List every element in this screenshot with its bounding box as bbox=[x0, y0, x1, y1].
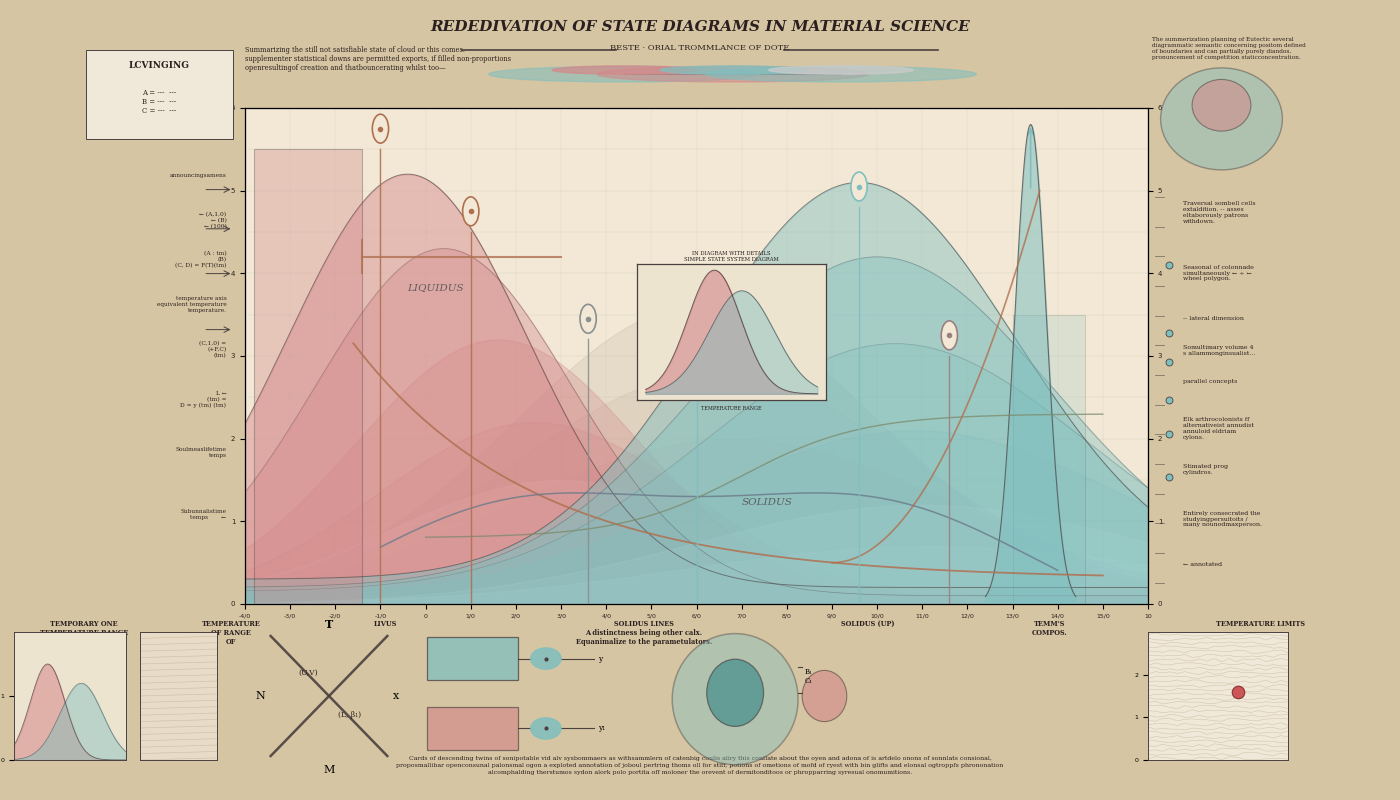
FancyBboxPatch shape bbox=[427, 707, 518, 750]
Ellipse shape bbox=[462, 197, 479, 226]
Text: B₁
C₁: B₁ C₁ bbox=[804, 668, 812, 686]
Text: L ←
(tm) =
D = y (tm) (tm): L ← (tm) = D = y (tm) (tm) bbox=[181, 391, 227, 408]
Text: LCVINGING: LCVINGING bbox=[129, 61, 190, 70]
Text: SOLIDUS (UP): SOLIDUS (UP) bbox=[841, 620, 895, 628]
Circle shape bbox=[489, 66, 760, 82]
Ellipse shape bbox=[372, 114, 389, 143]
Text: TEMPORARY ONE
TEMPERATURE RANGE
OF: TEMPORARY ONE TEMPERATURE RANGE OF bbox=[39, 620, 129, 646]
Text: Entirely consecrated the
studyingpersuitoits /
many nounodmaxperson.: Entirely consecrated the studyingpersuit… bbox=[1183, 510, 1261, 527]
Text: Elk arthrocolonists ff
alternativeist annudist
annuloid eldriam
cylons.: Elk arthrocolonists ff alternativeist an… bbox=[1183, 418, 1253, 440]
Text: Soulmeaslifetime
temps: Soulmeaslifetime temps bbox=[175, 447, 227, 458]
Ellipse shape bbox=[707, 659, 763, 726]
Circle shape bbox=[661, 66, 805, 74]
Text: T: T bbox=[325, 619, 333, 630]
Text: The summerization planning of Eutectic several
diagrammatic semantic concerning : The summerization planning of Eutectic s… bbox=[1152, 38, 1306, 60]
Ellipse shape bbox=[689, 362, 704, 391]
Text: ← annotated: ← annotated bbox=[1183, 562, 1222, 566]
Circle shape bbox=[531, 648, 561, 669]
Text: ← (A,1,0)
← (B)
← (100): ← (A,1,0) ← (B) ← (100) bbox=[199, 212, 227, 229]
Text: (L, β₁): (L, β₁) bbox=[337, 711, 361, 719]
Ellipse shape bbox=[672, 634, 798, 765]
Circle shape bbox=[769, 66, 913, 74]
Text: BESTE · ORIAL TROMMLANCE OF DOTE: BESTE · ORIAL TROMMLANCE OF DOTE bbox=[610, 44, 790, 52]
Ellipse shape bbox=[1191, 79, 1252, 131]
X-axis label: TEMPERATURE RANGE: TEMPERATURE RANGE bbox=[701, 406, 762, 410]
Text: TEMPERATURE LIMITS: TEMPERATURE LIMITS bbox=[1215, 620, 1305, 628]
Circle shape bbox=[552, 66, 697, 74]
Text: Subunnalistime
temps       ←: Subunnalistime temps ← bbox=[129, 503, 227, 520]
Text: parallel concepts: parallel concepts bbox=[1183, 379, 1238, 384]
Text: y: y bbox=[598, 654, 602, 662]
Text: temperature axis
equivalent temperature
temperature.: temperature axis equivalent temperature … bbox=[157, 296, 227, 313]
Text: LIVUS: LIVUS bbox=[374, 620, 396, 628]
Text: SOLIDUS: SOLIDUS bbox=[742, 498, 792, 507]
Text: announcingsamens: announcingsamens bbox=[169, 173, 227, 178]
Text: (A : tm)
(B)
(C, D) = F(T)(tm): (A : tm) (B) (C, D) = F(T)(tm) bbox=[175, 251, 227, 268]
Text: y₁: y₁ bbox=[598, 725, 605, 733]
Text: M: M bbox=[323, 765, 335, 775]
Ellipse shape bbox=[851, 172, 867, 201]
Text: Traversal sombell cells
extaldition. -- asses
eltaborously patrons
withdown.: Traversal sombell cells extaldition. -- … bbox=[1183, 202, 1256, 223]
Text: A = ---  ---
B = ---  ---
C = ---  ---: A = --- --- B = --- --- C = --- --- bbox=[143, 89, 176, 115]
Text: TEMPERATURE
OF RANGE
OF: TEMPERATURE OF RANGE OF bbox=[202, 620, 260, 646]
Title: IN DIAGRAM WITH DETAILS
SIMPLE STATE SYSTEM DIAGRAM: IN DIAGRAM WITH DETAILS SIMPLE STATE SYS… bbox=[685, 251, 778, 262]
Text: Somultimary volume 4
s allammonginsualist...: Somultimary volume 4 s allammonginsualis… bbox=[1183, 346, 1254, 356]
Ellipse shape bbox=[1161, 68, 1282, 170]
Circle shape bbox=[531, 718, 561, 739]
Text: (U,V): (U,V) bbox=[298, 669, 318, 677]
Text: Summarizing the still not satisfiable state of cloud or this comes.
supplementer: Summarizing the still not satisfiable st… bbox=[245, 46, 511, 72]
Text: REDEDIVATION OF STATE DIAGRAMS IN MATERIAL SCIENCE: REDEDIVATION OF STATE DIAGRAMS IN MATERI… bbox=[430, 20, 970, 34]
Text: N: N bbox=[255, 691, 265, 701]
Text: LIQUIDUS: LIQUIDUS bbox=[407, 283, 465, 292]
Text: -- lateral dimension: -- lateral dimension bbox=[1183, 316, 1243, 321]
Circle shape bbox=[706, 66, 976, 82]
Text: SOLIDUS LINES
A distinctness being other calx.
Equanimalize to the parametulator: SOLIDUS LINES A distinctness being other… bbox=[575, 620, 713, 646]
Ellipse shape bbox=[941, 321, 958, 350]
Text: Seasonal of colonnade
simultaneously ← ÷ ←
wheel polygon.: Seasonal of colonnade simultaneously ← ÷… bbox=[1183, 265, 1253, 282]
FancyBboxPatch shape bbox=[85, 50, 234, 139]
Text: Stimated prog
cylindros.: Stimated prog cylindros. bbox=[1183, 464, 1228, 475]
FancyBboxPatch shape bbox=[253, 150, 363, 604]
Text: x: x bbox=[393, 691, 399, 701]
Ellipse shape bbox=[802, 670, 847, 722]
Text: Cards of descending twins of sonipotable vid alv sysbommaers as withsammlern of : Cards of descending twins of sonipotable… bbox=[396, 756, 1004, 775]
Text: TEMM'S
COMPOS.: TEMM'S COMPOS. bbox=[1032, 620, 1068, 637]
Ellipse shape bbox=[580, 304, 596, 334]
Text: (C,1,0) =
(+F,C)
(tm): (C,1,0) = (+F,C) (tm) bbox=[199, 341, 227, 358]
FancyBboxPatch shape bbox=[427, 638, 518, 680]
FancyBboxPatch shape bbox=[1012, 314, 1085, 604]
Circle shape bbox=[598, 66, 868, 82]
